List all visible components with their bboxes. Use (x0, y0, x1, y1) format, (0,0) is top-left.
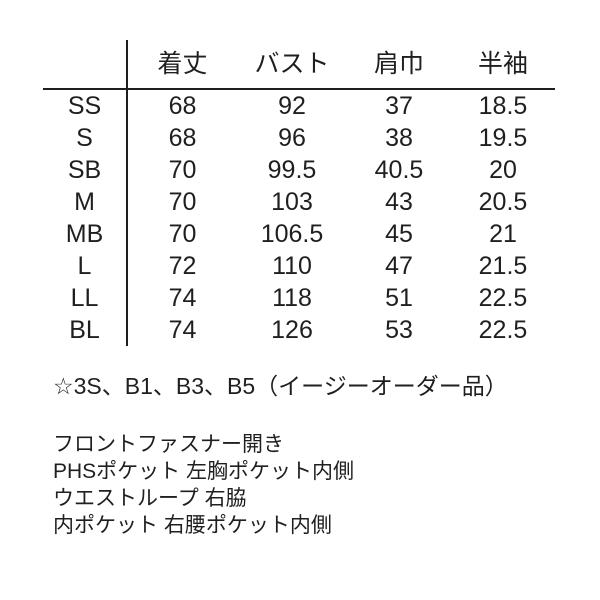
cell-length: 68 (168, 92, 197, 120)
size-label: LL (43, 282, 128, 314)
table-row: S 68 96 38 19.5 (43, 122, 555, 154)
size-label: S (43, 122, 128, 154)
cell-length: 68 (168, 124, 197, 152)
table-row: L 72 110 47 21.5 (43, 250, 555, 282)
feature-list: フロントファスナー開き PHSポケット 左胸ポケット内側 ウエストループ 右脇 … (53, 431, 354, 539)
table-row: SB 70 99.5 40.5 20 (43, 154, 555, 186)
cell-bust: 110 (272, 252, 312, 280)
cell-sleeve: 21 (489, 220, 517, 248)
column-header-sleeve: 半袖 (451, 40, 555, 90)
cell-bust: 92 (278, 92, 306, 120)
cell-sleeve: 22.5 (478, 316, 528, 344)
column-header-shoulder: 肩巾 (347, 40, 451, 90)
size-label: L (43, 250, 128, 282)
size-table: 着丈 バスト 肩巾 半袖 SS 68 92 37 18.5 S 68 96 (43, 40, 555, 346)
cell-shoulder: 40.5 (374, 156, 424, 184)
cell-bust: 103 (271, 188, 313, 216)
cell-bust: 99.5 (267, 156, 317, 184)
size-label: M (43, 186, 128, 218)
size-table-container: 着丈 バスト 肩巾 半袖 SS 68 92 37 18.5 S 68 96 (43, 40, 555, 346)
cell-sleeve: 18.5 (478, 92, 528, 120)
cell-bust: 96 (278, 124, 306, 152)
size-label: MB (43, 218, 128, 250)
size-label: SS (43, 89, 128, 122)
feature-item: PHSポケット 左胸ポケット内側 (53, 460, 355, 483)
feature-item: フロントファスナー開き (53, 433, 284, 456)
cell-bust: 118 (272, 284, 312, 312)
column-header-size (43, 40, 128, 90)
table-row: MB 70 106.5 45 21 (43, 218, 555, 250)
cell-bust: 126 (271, 316, 313, 344)
cell-sleeve: 20.5 (478, 188, 528, 216)
cell-shoulder: 53 (385, 316, 413, 344)
cell-sleeve: 19.5 (478, 124, 528, 152)
cell-length: 74 (168, 284, 197, 312)
feature-item: ウエストループ 右脇 (53, 487, 247, 510)
cell-shoulder: 47 (385, 252, 413, 280)
column-header-length: 着丈 (127, 40, 237, 90)
cell-shoulder: 37 (385, 92, 413, 120)
table-row: SS 68 92 37 18.5 (43, 89, 555, 122)
cell-shoulder: 51 (385, 284, 413, 312)
cell-shoulder: 45 (385, 220, 413, 248)
cell-length: 70 (168, 220, 197, 248)
size-table-body: SS 68 92 37 18.5 S 68 96 38 19.5 SB 70 9… (43, 89, 555, 346)
cell-sleeve: 22.5 (478, 284, 528, 312)
column-header-bust: バスト (237, 40, 347, 90)
size-label: SB (43, 154, 128, 186)
size-table-header: 着丈 バスト 肩巾 半袖 (43, 40, 555, 90)
cell-length: 72 (168, 252, 197, 280)
cell-shoulder: 38 (385, 124, 413, 152)
header-row: 着丈 バスト 肩巾 半袖 (43, 40, 555, 90)
cell-shoulder: 43 (385, 188, 413, 216)
feature-item: 内ポケット 右腰ポケット内側 (53, 514, 332, 537)
size-label: BL (43, 314, 128, 346)
table-row: BL 74 126 53 22.5 (43, 314, 555, 346)
cell-sleeve: 20 (489, 156, 517, 184)
table-row: M 70 103 43 20.5 (43, 186, 555, 218)
cell-sleeve: 21.5 (478, 252, 528, 280)
cell-length: 70 (168, 188, 197, 216)
cell-bust: 106.5 (260, 220, 324, 248)
table-row: LL 74 118 51 22.5 (43, 282, 555, 314)
easy-order-note: ☆3S、B1、B3、B5（イージーオーダー品） (53, 373, 508, 399)
cell-length: 74 (168, 316, 197, 344)
cell-length: 70 (168, 156, 197, 184)
